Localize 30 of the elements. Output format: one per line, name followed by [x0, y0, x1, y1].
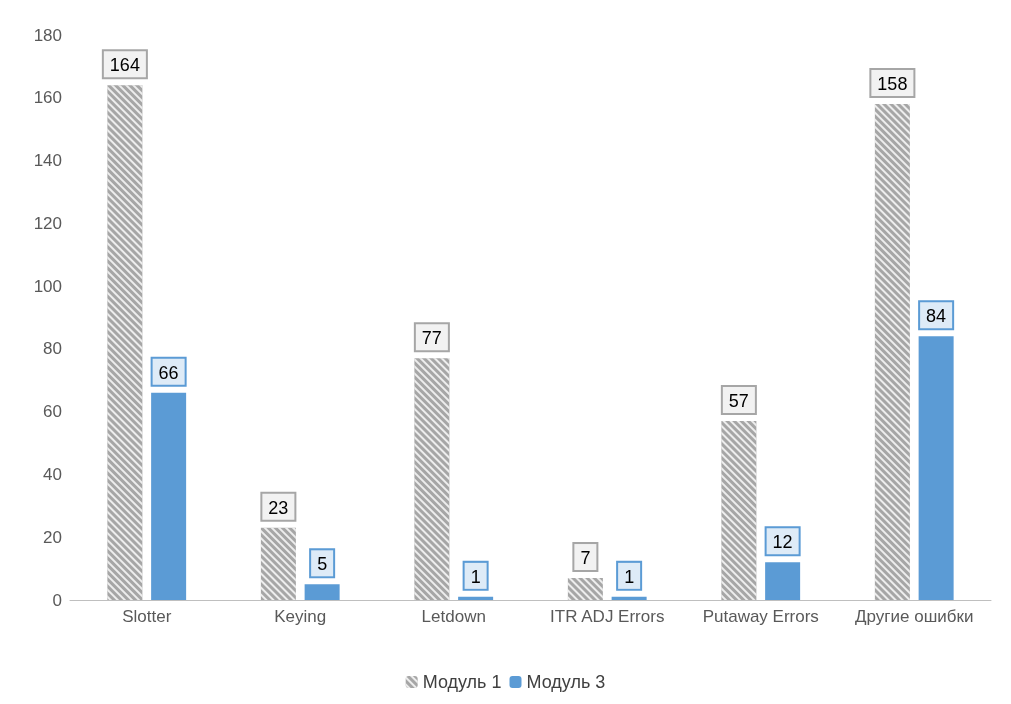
data-label: 66 [158, 362, 179, 383]
x-tick-label: Keying [274, 607, 327, 626]
legend-label: Модуль 3 [526, 672, 606, 692]
x-tick-label: Другие ошибки [855, 607, 974, 626]
y-tick-label: 80 [43, 339, 62, 359]
data-label: 77 [421, 328, 442, 349]
data-label: 57 [728, 391, 749, 412]
legend-label: Модуль 1 [422, 672, 502, 692]
data-label: 84 [926, 306, 947, 327]
data-label: 23 [268, 497, 289, 518]
x-tick-label: Putaway Errors [702, 607, 819, 626]
data-label: 5 [317, 554, 328, 575]
data-label: 158 [877, 74, 908, 95]
y-tick-label: 140 [33, 151, 62, 171]
y-tick-label: 100 [33, 276, 62, 296]
y-tick-label: 20 [43, 527, 62, 547]
y-tick-label: 160 [33, 88, 62, 108]
x-tick-label: Slotter [122, 607, 172, 626]
x-tick-label: ITR ADJ Errors [550, 607, 665, 626]
y-tick-label: 40 [43, 464, 62, 484]
y-tick-label: 120 [33, 213, 62, 233]
data-label: 12 [772, 532, 793, 553]
y-tick-label: 0 [52, 590, 62, 610]
data-label: 7 [580, 548, 591, 569]
x-tick-label: Letdown [421, 607, 486, 626]
data-label: 164 [109, 55, 140, 76]
y-tick-label: 60 [43, 402, 62, 422]
y-tick-label: 180 [33, 25, 62, 45]
data-label: 1 [624, 566, 635, 587]
data-label: 1 [470, 566, 481, 587]
